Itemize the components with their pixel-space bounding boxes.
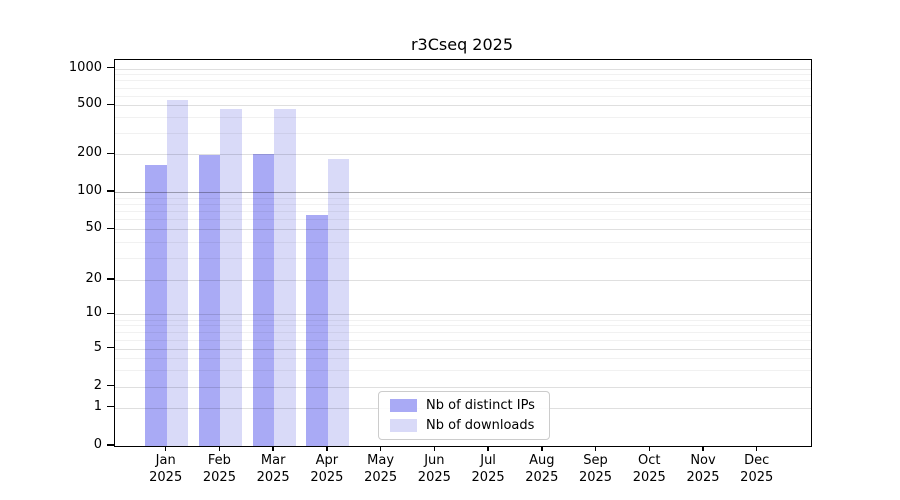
x-tick-mark	[594, 446, 597, 451]
bar-distinct-ips-feb	[198, 155, 221, 446]
x-tick-label-apr: Apr 2025	[295, 452, 359, 486]
x-tick-label-sep: Sep 2025	[564, 452, 628, 486]
x-tick-month: Oct	[638, 453, 661, 468]
x-tick-mark	[541, 446, 543, 451]
y-tick-mark	[107, 444, 114, 446]
legend-item-downloads: Nb of downloads	[390, 417, 535, 434]
y-tick-mark	[107, 152, 114, 155]
y-tick-mark	[107, 103, 114, 106]
x-tick-year: 2025	[256, 470, 290, 485]
bar-downloads-mar	[274, 109, 296, 446]
legend: Nb of distinct IPs Nb of downloads	[378, 391, 550, 440]
x-tick-month: Apr	[315, 453, 339, 468]
y-tick-mark	[107, 384, 114, 387]
x-tick-month: Jun	[424, 453, 445, 468]
x-tick-label-nov: Nov 2025	[671, 452, 735, 486]
x-tick-label-jul: Jul 2025	[456, 452, 520, 486]
bar-downloads-feb	[220, 109, 242, 446]
x-tick-mark	[218, 446, 221, 451]
y-tick-label-200: 200	[77, 145, 102, 161]
x-tick-month: Nov	[690, 453, 716, 468]
y-tick-mark	[107, 312, 114, 315]
y-tick-label-20: 20	[85, 270, 102, 286]
x-tick-year: 2025	[364, 470, 398, 485]
y-tick-label-1: 1	[93, 398, 102, 414]
x-tick-mark	[326, 446, 328, 451]
x-tick-month: May	[367, 453, 395, 468]
legend-swatch-distinct-ips	[390, 399, 417, 412]
y-tick-label-1000: 1000	[68, 59, 102, 75]
chart-title: r3Cseq 2025	[410, 35, 514, 54]
bar-downloads-jan	[166, 100, 189, 446]
legend-swatch-downloads	[390, 419, 417, 432]
x-tick-label-mar: Mar 2025	[241, 452, 305, 486]
x-tick-year: 2025	[686, 470, 720, 485]
x-tick-month: Jul	[480, 453, 496, 468]
x-tick-label-feb: Feb 2025	[187, 452, 251, 486]
x-tick-label-jun: Jun 2025	[402, 452, 466, 486]
x-tick-year: 2025	[471, 470, 505, 485]
x-tick-month: Aug	[529, 453, 555, 468]
x-tick-month: Sep	[583, 453, 608, 468]
x-tick-label-may: May 2025	[349, 452, 413, 486]
bar-downloads-apr	[327, 158, 350, 446]
legend-label-downloads: Nb of downloads	[426, 418, 535, 433]
x-tick-year: 2025	[632, 470, 666, 485]
bar-distinct-ips-apr	[306, 215, 328, 446]
x-tick-mark	[164, 446, 167, 451]
x-tick-year: 2025	[740, 470, 774, 485]
x-tick-mark	[379, 446, 382, 451]
x-tick-month: Mar	[260, 453, 286, 468]
y-tick-mark	[107, 66, 114, 69]
y-tick-label-50: 50	[85, 220, 102, 236]
x-tick-mark	[433, 446, 436, 451]
plot-area	[114, 59, 812, 447]
x-tick-year: 2025	[149, 470, 183, 485]
x-tick-mark	[272, 446, 274, 451]
legend-label-distinct-ips: Nb of distinct IPs	[426, 398, 535, 413]
bar-distinct-ips-jan	[145, 164, 167, 446]
y-tick-mark	[107, 190, 114, 192]
x-tick-year: 2025	[578, 470, 613, 485]
y-tick-label-5: 5	[93, 339, 102, 355]
x-tick-year: 2025	[417, 470, 451, 485]
bars-layer	[115, 60, 811, 446]
x-tick-mark	[648, 446, 651, 451]
y-tick-label-10: 10	[85, 305, 102, 321]
y-tick-mark	[107, 227, 114, 230]
x-tick-mark	[702, 446, 704, 451]
x-tick-month: Feb	[207, 453, 231, 468]
y-tick-mark	[107, 405, 114, 408]
x-tick-label-jan: Jan 2025	[134, 452, 198, 486]
x-tick-label-aug: Aug 2025	[510, 452, 574, 486]
y-tick-label-0: 0	[93, 437, 102, 452]
x-tick-mark	[487, 446, 489, 451]
x-tick-mark	[755, 446, 758, 451]
x-tick-year: 2025	[202, 470, 236, 485]
y-tick-mark	[107, 346, 114, 349]
y-tick-label-500: 500	[77, 96, 102, 112]
y-tick-mark	[107, 278, 114, 280]
legend-item-distinct-ips: Nb of distinct IPs	[390, 397, 535, 414]
x-tick-year: 2025	[525, 470, 559, 485]
x-tick-month: Dec	[744, 453, 770, 468]
y-tick-label-100: 100	[77, 183, 102, 198]
x-tick-month: Jan	[155, 453, 176, 468]
y-tick-label-2: 2	[93, 377, 102, 393]
bar-distinct-ips-mar	[252, 154, 275, 446]
x-tick-label-dec: Dec 2025	[725, 452, 789, 486]
x-tick-year: 2025	[310, 470, 344, 485]
x-tick-label-oct: Oct 2025	[617, 452, 681, 486]
